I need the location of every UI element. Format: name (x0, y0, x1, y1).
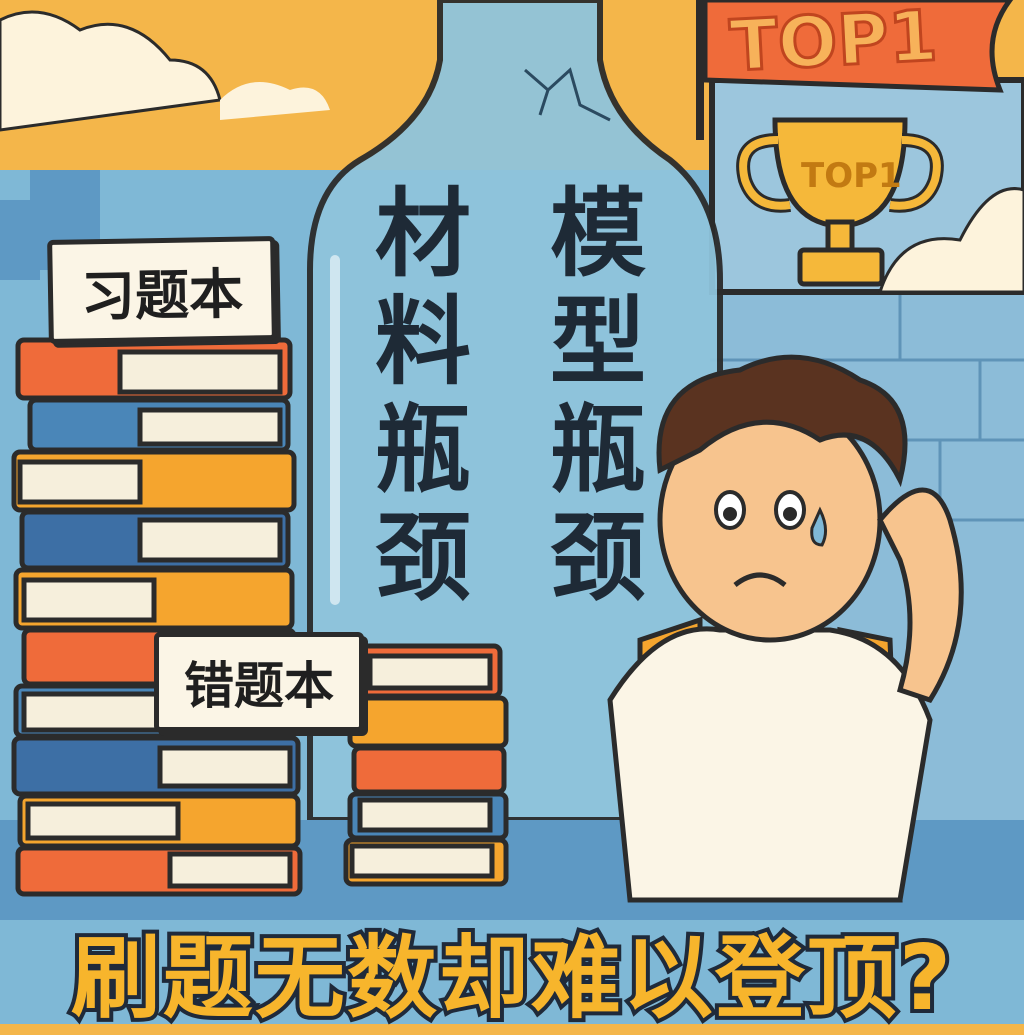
student-shirt (607, 626, 933, 903)
book-stack-left (11, 337, 303, 897)
worried-student (607, 354, 964, 903)
mistake-book-label: 错题本 (154, 632, 364, 732)
trophy-base (797, 247, 885, 287)
book-stack-right (343, 643, 509, 887)
exercise-book-label: 习题本 (47, 236, 277, 344)
student-hair (656, 354, 908, 488)
bottle-crack (524, 67, 611, 122)
cloud-top-middle (220, 82, 330, 120)
flag-banner (702, 0, 1014, 93)
model-bottleneck-text: 模型瓶颈 (550, 178, 646, 614)
sweat-drop (810, 506, 827, 547)
window-cloud (877, 187, 1024, 294)
material-bottleneck-text: 材料瓶颈 (375, 178, 471, 614)
headline-title: 刷题无数却难以登顶? (67, 922, 955, 1035)
headline-band (0, 920, 1024, 1024)
building-silhouette-2 (0, 200, 40, 280)
trophy-top1-text: TOP1 (801, 156, 902, 196)
flag-top1-text: TOP1 (726, 0, 940, 89)
trophy-handle-left-fill (739, 136, 791, 210)
trophy-handle-right-fill (889, 136, 941, 210)
student-arm (877, 487, 964, 703)
student-mouth (733, 572, 787, 588)
cloud-top-left (0, 10, 222, 132)
